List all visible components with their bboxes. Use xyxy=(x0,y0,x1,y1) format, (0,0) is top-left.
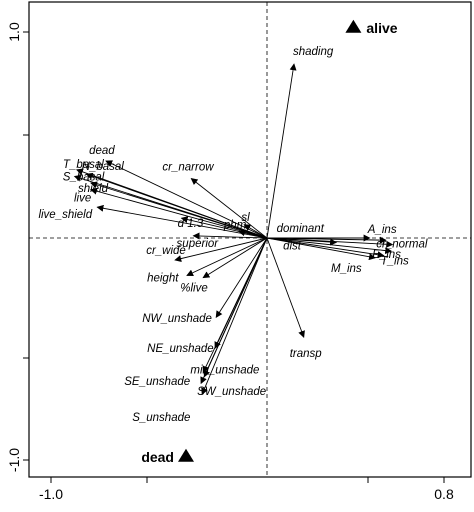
y-tick-label-bottom: -1.0 xyxy=(6,448,22,472)
vector-label-t-basal: T_basal xyxy=(63,159,104,171)
vector-label-live: live xyxy=(74,193,91,205)
vector-label-sw-unshade: SW_unshade xyxy=(197,386,266,398)
vector-label-dead: dead xyxy=(89,145,115,157)
y-tick-label-top: 1.0 xyxy=(6,22,22,42)
point-label-alive: alive xyxy=(366,20,397,36)
plot-frame xyxy=(28,1,472,478)
vector-arrow-live xyxy=(202,237,268,279)
vector-arrow-a-ins xyxy=(266,236,387,244)
vector-arrow-e-ins xyxy=(266,237,393,255)
vector-arrow-sw-unshade xyxy=(200,237,268,385)
vector-arrow-nw-unshade xyxy=(215,237,268,319)
x-tick-label-right: 0.8 xyxy=(434,486,454,502)
vector-label-transp: transp xyxy=(290,348,323,360)
vector-label-n-basal: N_basal xyxy=(82,161,125,173)
vector-label-phm: phm xyxy=(223,219,247,231)
vector-label-ne-unshade: NE_unshade xyxy=(147,343,214,355)
sample-points: alive dead xyxy=(141,19,398,465)
vector-label-dominant: dominant xyxy=(277,223,325,235)
vector-label-d-1-3: d 1.3 xyxy=(178,218,204,230)
point-marker-dead xyxy=(178,448,194,462)
vector-label-cr-narrow: cr_narrow xyxy=(162,162,214,174)
vector-arrow-height xyxy=(186,237,268,277)
vector-arrow-cr-narrow xyxy=(190,177,268,239)
vector-label-live: %live xyxy=(180,283,207,295)
vector-label-s-unshade: S_unshade xyxy=(132,412,190,424)
vector-arrow-shading xyxy=(266,63,297,239)
vector-arrow-superior xyxy=(192,232,268,240)
vector-arrow-sl xyxy=(243,224,268,239)
vector-arrow-m-ins xyxy=(266,237,376,261)
vector-arrow-cr-wide xyxy=(174,237,268,263)
vector-label-min-unshade: min_unshade xyxy=(190,365,259,377)
vector-label-cr-wide: cr_wide xyxy=(146,245,186,257)
point-marker-alive xyxy=(345,19,362,33)
vector-label-live-shield: live_shield xyxy=(38,209,92,221)
vector-label-shading: shading xyxy=(293,46,334,58)
vector-arrow-dead xyxy=(105,160,268,239)
species-vectors: shadingdeadT_basalN_basalS_basalshieldli… xyxy=(38,46,427,424)
vector-label-nw-unshade: NW_unshade xyxy=(142,313,212,325)
vector-arrow-phm xyxy=(237,229,268,239)
x-tick-label-left: -1.0 xyxy=(39,486,63,502)
vector-label-s-basal: S_basal xyxy=(63,171,105,183)
vector-label-height: height xyxy=(147,272,179,284)
vector-arrow-transp xyxy=(266,237,305,338)
vector-arrow-s-unshade xyxy=(201,237,268,396)
vector-arrow-live xyxy=(89,187,268,239)
vector-label-t-ins: T_ins xyxy=(381,256,409,268)
vector-label-se-unshade: SE_unshade xyxy=(124,376,190,388)
point-label-dead: dead xyxy=(141,449,174,465)
vector-label-superior: superior xyxy=(177,238,220,250)
vector-arrow-t-ins xyxy=(266,237,385,259)
vector-arrow-shield xyxy=(90,181,268,239)
vector-label-sl: sl xyxy=(241,212,250,224)
vector-arrow-cr-normal xyxy=(266,237,394,248)
vector-label-a-ins: A_ins xyxy=(367,224,397,236)
vector-label-m-ins: M_ins xyxy=(331,263,362,275)
vector-arrow-n-basal xyxy=(85,172,268,239)
